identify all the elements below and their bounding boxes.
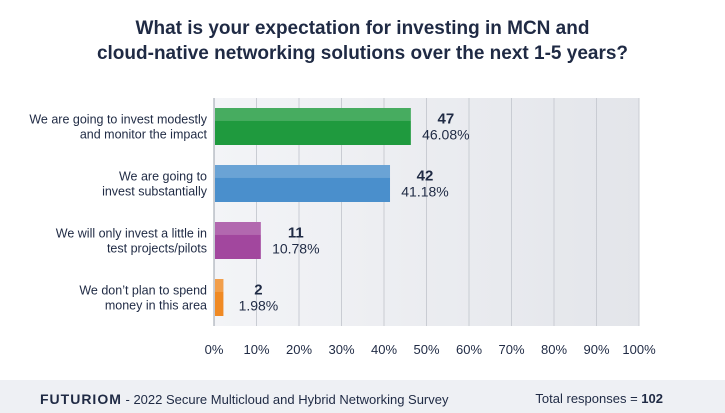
percent-label: 46.08% [422,127,469,143]
survey-name: - 2022 Secure Multicloud and Hybrid Netw… [121,392,449,407]
x-tick-label: 20% [286,342,312,357]
category-label: We will only invest a little in [56,227,207,241]
category-label: We are going to invest modestly [29,113,207,127]
x-tick-label: 30% [328,342,354,357]
x-tick-label: 50% [413,342,439,357]
bar [215,222,261,259]
bar [215,279,224,316]
x-tick-label: 100% [622,342,656,357]
category-label: We don’t plan to spend [79,284,207,298]
total-responses: Total responses = 102 [535,391,663,406]
category-label: test projects/pilots [107,242,207,256]
x-tick-label: 70% [498,342,524,357]
count-label: 47 [437,111,454,128]
x-axis-ticks: 0% 10% 20% 30% 40% 50% 60% 70% 80% 90% 100% [205,342,656,357]
futuriom-logo: FUTURIOM [40,391,122,407]
bar [215,108,411,145]
percent-label: 1.98% [239,298,279,314]
count-label: 42 [417,168,434,185]
total-responses-value: 102 [641,391,663,406]
count-label: 2 [254,282,262,299]
footer: FUTURIOM - 2022 Secure Multicloud and Hy… [0,380,725,413]
bar-highlight [215,108,411,121]
total-responses-label: Total responses = [535,391,642,406]
bars [215,108,411,316]
survey-source: FUTURIOM - 2022 Secure Multicloud and Hy… [40,391,449,407]
chart-title-line-2: cloud-native networking solutions over t… [96,43,629,64]
gridlines [213,98,640,326]
x-tick-label: 0% [205,342,224,357]
bar-chart: 0% 10% 20% 30% 40% 50% 60% 70% 80% 90% 100% We are… [29,98,656,357]
chart-title: What is your expectation for investing i… [0,16,725,66]
x-tick-label: 10% [243,342,269,357]
percent-label: 41.18% [401,184,448,200]
x-tick-label: 90% [583,342,609,357]
bar-highlight [215,222,261,235]
bar-highlight [215,279,224,292]
x-tick-label: 80% [541,342,567,357]
category-label: invest substantially [102,185,208,199]
category-label: We are going to [119,170,207,184]
x-tick-label: 60% [456,342,482,357]
x-tick-label: 40% [371,342,397,357]
chart-title-line-1: What is your expectation for investing i… [135,18,590,39]
category-label: money in this area [105,299,207,313]
bar [215,165,391,202]
percent-label: 10.78% [272,241,319,257]
category-label: and monitor the impact [80,128,208,142]
bar-highlight [215,165,391,178]
count-label: 11 [288,225,304,242]
